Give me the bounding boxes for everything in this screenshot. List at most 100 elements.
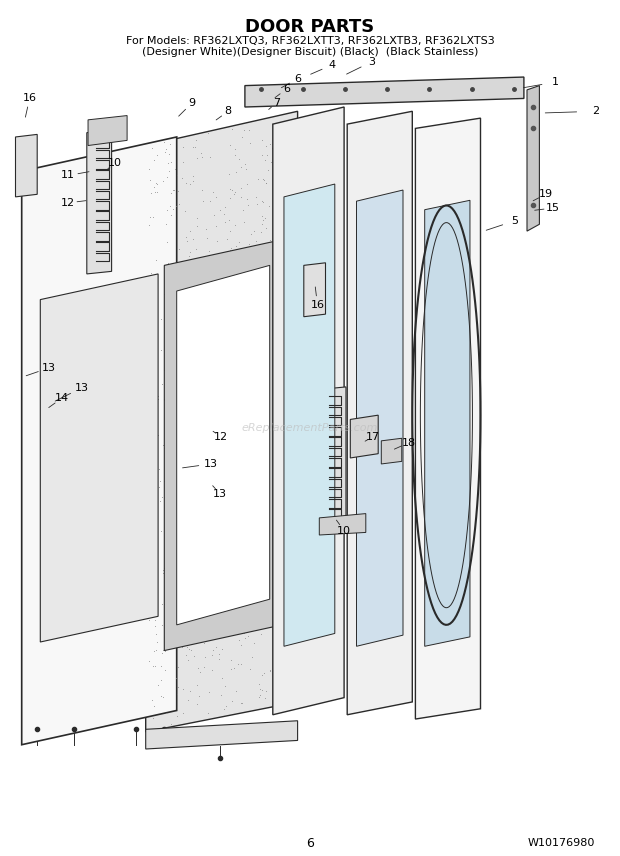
Point bbox=[165, 138, 175, 152]
Point bbox=[208, 186, 218, 199]
Point bbox=[278, 259, 288, 272]
Point bbox=[246, 357, 255, 371]
Point bbox=[249, 636, 259, 650]
Point bbox=[190, 333, 200, 347]
Point bbox=[229, 299, 239, 312]
Point bbox=[157, 174, 167, 187]
Point bbox=[212, 276, 222, 290]
Point bbox=[149, 181, 159, 194]
Point bbox=[172, 687, 182, 700]
Point bbox=[236, 330, 246, 344]
Point bbox=[246, 426, 255, 440]
Point bbox=[149, 644, 159, 657]
Point bbox=[152, 177, 162, 191]
Point bbox=[214, 647, 224, 661]
Point bbox=[156, 343, 166, 357]
Point bbox=[153, 281, 162, 294]
Text: 4: 4 bbox=[328, 60, 335, 70]
Point bbox=[257, 134, 267, 147]
Point bbox=[202, 446, 211, 460]
Point bbox=[250, 461, 260, 474]
Point bbox=[255, 296, 265, 310]
Point bbox=[205, 447, 215, 461]
Point bbox=[185, 476, 195, 490]
Point bbox=[230, 383, 240, 396]
Point bbox=[167, 413, 177, 426]
Point bbox=[234, 235, 244, 249]
Point bbox=[209, 208, 219, 222]
Point bbox=[157, 690, 167, 704]
Point bbox=[210, 603, 220, 617]
Point bbox=[247, 559, 257, 573]
Point bbox=[190, 382, 200, 395]
Point bbox=[218, 438, 228, 452]
Point bbox=[174, 242, 184, 256]
Point bbox=[279, 589, 289, 603]
Point bbox=[224, 496, 234, 510]
Point bbox=[149, 591, 159, 604]
Point bbox=[203, 706, 213, 720]
Point bbox=[259, 509, 268, 523]
Point bbox=[184, 653, 193, 667]
Point bbox=[280, 309, 290, 323]
Point bbox=[266, 426, 276, 440]
Point bbox=[215, 559, 224, 573]
Point bbox=[219, 207, 229, 221]
Text: 11: 11 bbox=[61, 170, 75, 181]
Point bbox=[225, 191, 235, 205]
Point bbox=[224, 213, 234, 227]
Point bbox=[261, 176, 271, 190]
Point bbox=[187, 319, 197, 333]
Point bbox=[164, 147, 174, 161]
Point bbox=[278, 544, 288, 557]
Point bbox=[254, 690, 264, 704]
Polygon shape bbox=[88, 116, 127, 146]
Point bbox=[283, 593, 293, 607]
Point bbox=[258, 439, 268, 453]
Point bbox=[247, 651, 257, 664]
Point bbox=[264, 346, 273, 360]
Point bbox=[211, 247, 221, 260]
Point bbox=[218, 421, 228, 435]
Point bbox=[154, 480, 164, 494]
Point bbox=[146, 265, 156, 279]
Point bbox=[151, 253, 161, 266]
Point bbox=[231, 292, 241, 306]
Point bbox=[285, 440, 295, 454]
Point bbox=[198, 194, 208, 208]
Point bbox=[204, 481, 214, 495]
Point bbox=[165, 338, 175, 352]
Point bbox=[148, 211, 158, 224]
Point bbox=[200, 586, 210, 600]
Polygon shape bbox=[415, 118, 480, 719]
Point bbox=[244, 566, 254, 580]
Point bbox=[257, 194, 267, 208]
Point bbox=[285, 205, 295, 219]
Point bbox=[224, 622, 234, 636]
Point bbox=[217, 563, 227, 577]
Point bbox=[290, 581, 299, 595]
Point bbox=[213, 445, 223, 459]
Point bbox=[228, 606, 237, 620]
Point bbox=[251, 500, 261, 514]
Point bbox=[256, 396, 266, 410]
Point bbox=[270, 642, 280, 656]
Point bbox=[195, 357, 205, 371]
Point bbox=[161, 217, 171, 230]
Point bbox=[156, 312, 166, 325]
Point bbox=[157, 646, 167, 660]
Point bbox=[172, 168, 182, 181]
Point bbox=[229, 187, 239, 201]
Point bbox=[170, 453, 180, 467]
Point bbox=[188, 649, 198, 663]
Point bbox=[252, 308, 262, 322]
Point bbox=[254, 677, 264, 691]
Point bbox=[164, 571, 174, 585]
Point bbox=[151, 643, 161, 657]
Point bbox=[278, 525, 288, 538]
Text: W10176980: W10176980 bbox=[528, 838, 595, 848]
Point bbox=[229, 270, 239, 284]
Point bbox=[188, 175, 198, 188]
Point bbox=[236, 321, 246, 335]
Point bbox=[208, 526, 218, 540]
